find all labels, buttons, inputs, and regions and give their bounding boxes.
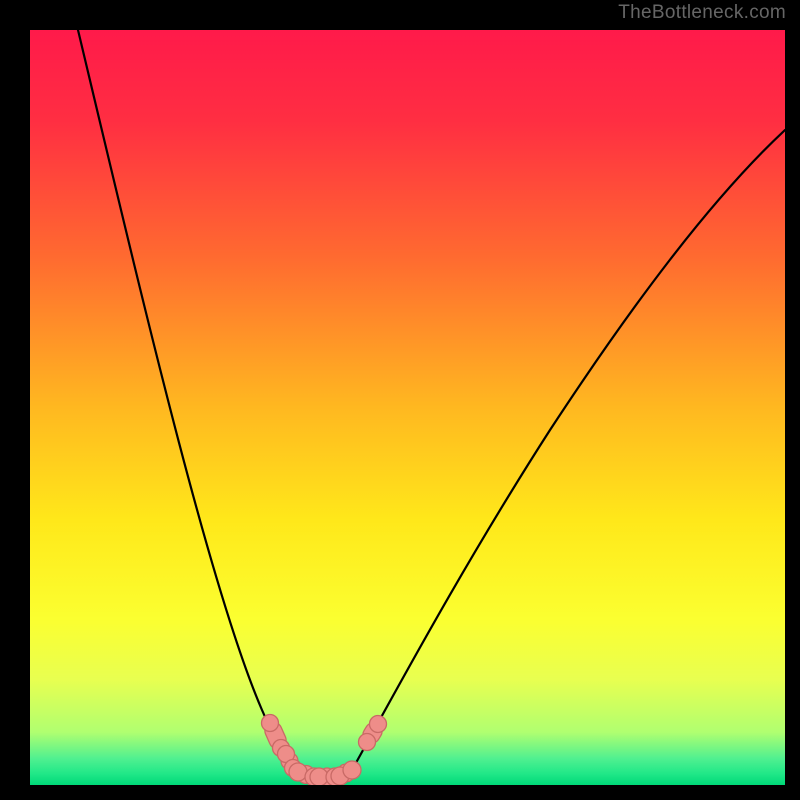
watermark-text: TheBottleneck.com xyxy=(618,2,786,24)
bottleneck-chart xyxy=(30,30,785,785)
chart-svg xyxy=(30,30,785,785)
